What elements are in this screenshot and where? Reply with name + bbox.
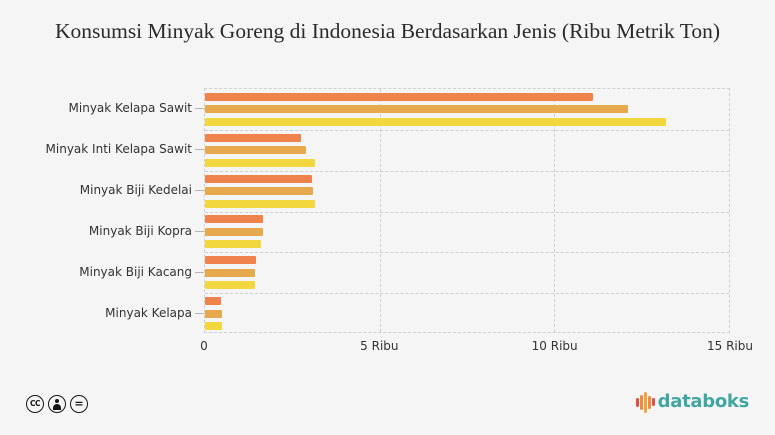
y-tick-mark (195, 312, 204, 314)
category-separator (205, 129, 729, 131)
cc-icon: CC (26, 395, 44, 413)
x-axis-label: 15 Ribu (707, 339, 753, 353)
logo-bar (651, 398, 655, 406)
bar (205, 322, 222, 331)
logo-bar (647, 395, 651, 409)
bar (205, 256, 256, 265)
bar (205, 158, 316, 167)
y-tick-mark (195, 149, 204, 151)
y-tick-mark (195, 230, 204, 232)
bar (205, 117, 667, 126)
y-axis-label: Minyak Kelapa Sawit (68, 101, 192, 116)
bar-group-6 (205, 293, 729, 334)
x-axis-labels: 0 5 Ribu 10 Ribu 15 Ribu (200, 339, 753, 355)
y-axis-label: Minyak Biji Kedelai (79, 183, 192, 198)
bar (205, 227, 263, 236)
bar (205, 92, 593, 101)
bar-group-3 (205, 171, 729, 212)
y-axis-label: Minyak Inti Kelapa Sawit (45, 142, 192, 157)
y-tick-mark (195, 190, 204, 192)
bar-group-5 (205, 252, 729, 293)
bar (205, 281, 255, 290)
y-axis-ticks (195, 88, 204, 333)
x-axis-label: 0 (200, 339, 208, 353)
nd-icon-label: = (74, 397, 84, 410)
bar (205, 174, 312, 183)
gridline-10-ribu (554, 89, 556, 332)
cc-license-badge[interactable]: CC = (26, 395, 88, 413)
bar-group-1 (205, 89, 729, 130)
attribution-person-icon (48, 395, 66, 413)
bar (205, 268, 255, 277)
y-axis-labels: Minyak Kelapa Sawit Minyak Inti Kelapa Sa… (0, 88, 192, 333)
bar-group-4 (205, 212, 729, 253)
category-separator (205, 252, 729, 254)
y-tick-mark (195, 108, 204, 110)
category-separator (205, 293, 729, 295)
gridline-5-ribu (379, 89, 381, 332)
bar (205, 199, 316, 208)
y-axis-label: Minyak Biji Kopra (88, 223, 192, 238)
databoks-logo[interactable]: databoks (635, 391, 750, 413)
bar (205, 187, 314, 196)
y-axis-label: Minyak Biji Kacang (79, 264, 192, 279)
category-separator (205, 170, 729, 172)
logo-bar (643, 391, 647, 413)
bar (205, 297, 221, 306)
category-separator (205, 211, 729, 213)
bar (205, 240, 261, 249)
x-axis-label: 5 Ribu (360, 339, 399, 353)
cc-icon-label: CC (29, 399, 41, 409)
bar (205, 146, 307, 155)
y-tick-mark (195, 271, 204, 273)
databoks-brand-name: databoks (657, 391, 750, 412)
x-axis-label: 10 Ribu (531, 339, 578, 353)
y-axis-label: Minyak Kelapa (105, 305, 192, 320)
bar (205, 215, 263, 224)
no-derivatives-equals-icon: = (70, 395, 88, 413)
logo-bar (635, 397, 639, 407)
bar (205, 133, 302, 142)
plot-area (204, 88, 730, 333)
bar (205, 105, 628, 114)
chart-title: Konsumsi Minyak Goreng di Indonesia Berd… (54, 19, 721, 43)
bar-group-2 (205, 130, 729, 171)
bar (205, 309, 223, 318)
logo-bar (639, 394, 643, 410)
databoks-bars-icon (635, 391, 655, 413)
